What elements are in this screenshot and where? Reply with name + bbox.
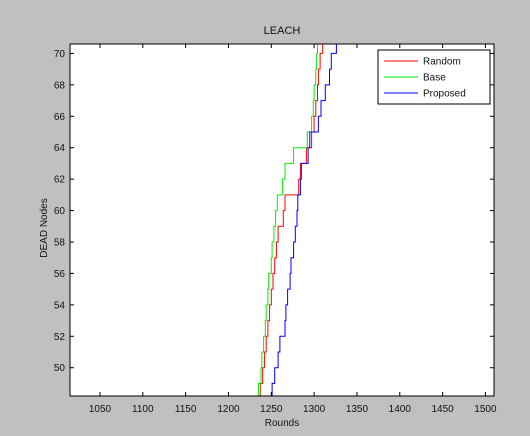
y-tick-label: 66 [54,112,66,123]
legend-label-base: Base [423,73,446,84]
y-tick-label: 60 [54,206,66,217]
series-line-random [259,44,324,396]
y-tick-label: 70 [54,49,66,60]
legend-label-proposed: Proposed [423,89,466,100]
x-axis-ticks: 1050 1100 1150 1200 1250 1300 1350 1400 1450 1500 [89,44,497,415]
y-tick-label: 52 [54,332,66,343]
x-tick-label: 1100 [132,404,154,415]
y-tick-label: 50 [54,363,66,374]
series-line-proposed [271,44,337,396]
x-tick-label: 1200 [217,404,240,415]
legend: Random Base Proposed [377,49,491,105]
series-line-base [257,44,318,396]
y-tick-label: 68 [54,80,66,91]
x-tick-label: 1050 [89,404,112,415]
y-tick-label: 62 [54,175,66,186]
chart-title: LEACH [264,25,301,37]
y-axis-label: DEAD Nodes [39,198,50,257]
x-tick-label: 1500 [474,404,497,415]
y-tick-label: 56 [54,269,66,280]
series-layer [257,44,337,396]
x-tick-label: 1400 [389,404,412,415]
x-tick-label: 1450 [431,404,454,415]
x-axis-label: Rounds [265,418,299,429]
x-tick-label: 1300 [303,404,326,415]
y-tick-label: 54 [54,300,66,311]
y-tick-label: 64 [54,143,66,154]
x-tick-label: 1150 [175,404,197,415]
legend-label-random: Random [423,57,461,68]
x-tick-label: 1350 [346,404,369,415]
x-tick-label: 1250 [260,404,283,415]
plot-frame [69,43,495,397]
y-axis-ticks: 50 52 54 56 58 60 62 64 66 68 70 [54,49,494,374]
y-tick-label: 58 [54,238,66,249]
